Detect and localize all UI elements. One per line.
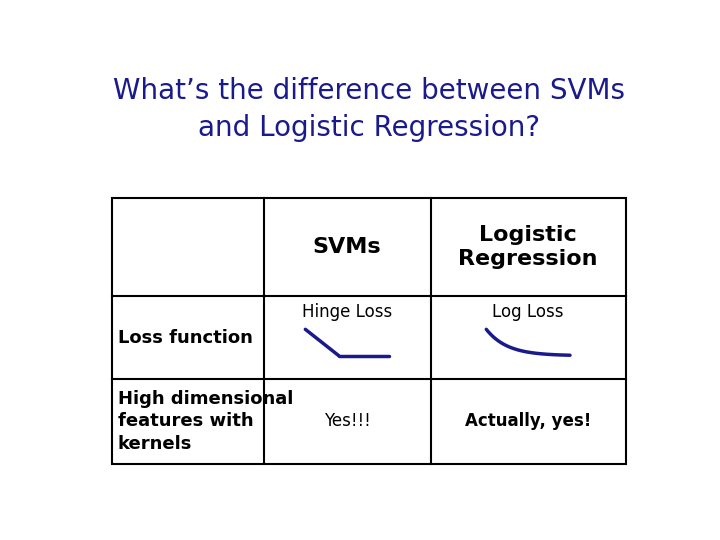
Bar xyxy=(112,198,626,464)
Text: Hinge Loss: Hinge Loss xyxy=(302,302,392,321)
Text: Actually, yes!: Actually, yes! xyxy=(465,413,591,430)
Text: Loss function: Loss function xyxy=(118,328,253,347)
Text: What’s the difference between SVMs
and Logistic Regression?: What’s the difference between SVMs and L… xyxy=(113,77,625,142)
Text: Log Loss: Log Loss xyxy=(492,302,564,321)
Text: Yes!!!: Yes!!! xyxy=(324,413,371,430)
Text: Logistic
Regression: Logistic Regression xyxy=(459,225,598,269)
Text: SVMs: SVMs xyxy=(313,237,382,257)
Text: High dimensional
features with
kernels: High dimensional features with kernels xyxy=(118,390,293,453)
